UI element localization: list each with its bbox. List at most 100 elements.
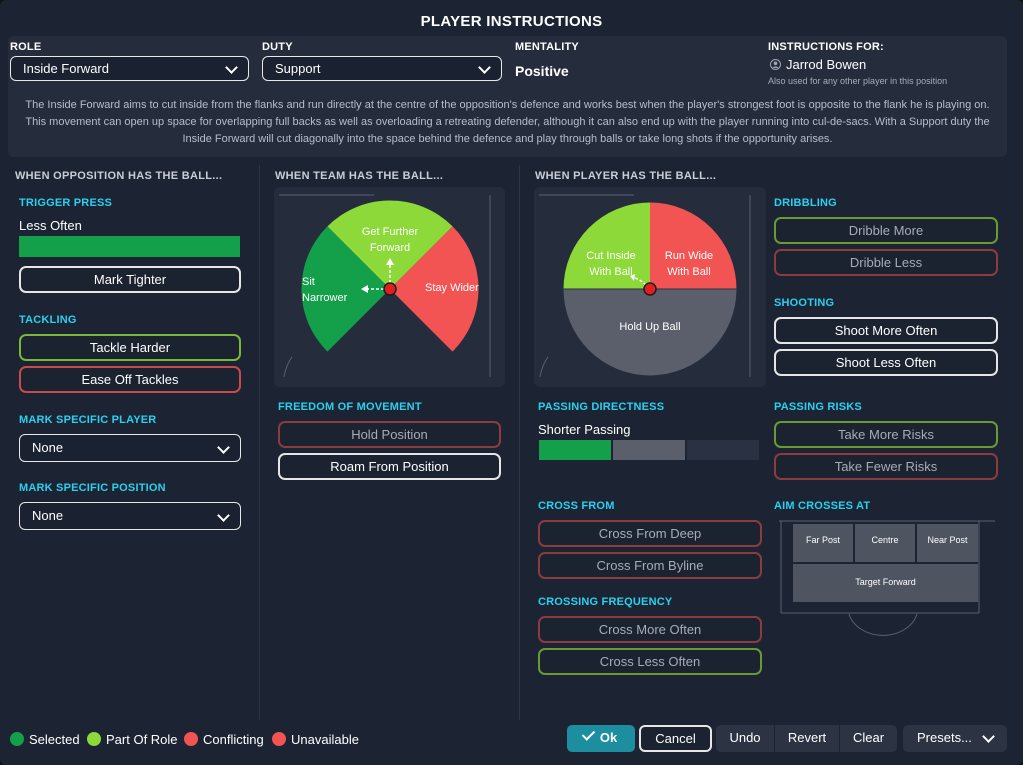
stay-wider-label: Stay Wider [425, 282, 479, 294]
dribble-more-button[interactable]: Dribble More [774, 217, 998, 244]
role-label: ROLE [10, 41, 42, 53]
player-marker [383, 282, 397, 296]
trigger-press-label: TRIGGER PRESS [19, 197, 113, 209]
target-forward-target[interactable]: Target Forward [793, 564, 978, 602]
take-fewer-risks-button[interactable]: Take Fewer Risks [774, 453, 998, 480]
dribbling-label: DRIBBLING [774, 197, 837, 209]
arrow-up-icon [386, 258, 394, 265]
movement-pitch-panel: Get Further Forward Sit Narrower Stay Wi… [274, 187, 505, 387]
player-heading: WHEN PLAYER HAS THE BALL... [535, 170, 717, 182]
presets-dropdown[interactable]: Presets... [903, 725, 1007, 752]
cancel-button[interactable]: Cancel [639, 725, 712, 752]
hold-up-ball-zone[interactable] [563, 289, 737, 376]
hold-position-button[interactable]: Hold Position [278, 421, 501, 448]
ok-button[interactable]: Ok [567, 725, 635, 752]
mark-position-value: None [32, 508, 64, 523]
mentality-value: Positive [515, 63, 569, 79]
legend-part-of-role: Part Of Role [87, 732, 178, 747]
player-row[interactable]: Jarrod Bowen [770, 57, 866, 72]
chevron-down-icon [217, 509, 230, 522]
red-dot-icon [272, 732, 286, 746]
mark-player-value: None [32, 440, 64, 455]
freedom-of-movement-label: FREEDOM OF MOVEMENT [278, 401, 422, 413]
get-further-forward-label: Get Further Forward [361, 226, 419, 254]
legend-selected: Selected [10, 732, 80, 747]
chevron-down-icon [217, 441, 230, 454]
role-description: The Inside Forward aims to cut inside fr… [25, 99, 990, 145]
check-icon [581, 727, 596, 741]
chevron-down-icon [982, 730, 995, 743]
undo-button[interactable]: Undo [716, 725, 774, 752]
trigger-press-slider[interactable] [19, 236, 240, 257]
team-heading: WHEN TEAM HAS THE BALL... [275, 170, 444, 182]
legend-unavailable-label: Unavailable [291, 732, 359, 747]
get-further-forward-zone[interactable] [327, 200, 453, 289]
role-value: Inside Forward [23, 61, 109, 76]
duty-select[interactable]: Support [262, 56, 502, 81]
person-icon [770, 59, 781, 70]
cross-from-byline-button[interactable]: Cross From Byline [538, 552, 762, 579]
shooting-label: SHOOTING [774, 297, 835, 309]
mark-specific-position-select[interactable]: None [19, 502, 241, 530]
legend-unavailable: Unavailable [272, 732, 359, 747]
movement-pitch [279, 194, 491, 378]
mentality-label: MENTALITY [515, 41, 579, 53]
run-wide-zone[interactable] [650, 202, 737, 290]
shoot-less-often-button[interactable]: Shoot Less Often [774, 349, 998, 376]
ease-off-tackles-button[interactable]: Ease Off Tackles [19, 366, 241, 393]
dialog-title: PLAYER INSTRUCTIONS [420, 13, 603, 30]
green-dot-icon [10, 732, 24, 746]
passing-directness-label: PASSING DIRECTNESS [538, 401, 665, 413]
player-marker [643, 282, 657, 296]
column-divider [259, 165, 260, 720]
mark-specific-position-label: MARK SPECIFIC POSITION [19, 482, 166, 494]
red-dot-icon [184, 732, 198, 746]
near-post-target[interactable]: Near Post [917, 524, 978, 562]
slider-segment [613, 440, 685, 460]
penalty-area-lines [779, 520, 995, 636]
cross-more-often-button[interactable]: Cross More Often [538, 616, 762, 643]
role-select[interactable]: Inside Forward [10, 56, 249, 81]
stay-wider-zone[interactable] [390, 226, 479, 352]
player-ball-pitch [539, 194, 751, 378]
chevron-down-icon [225, 61, 238, 74]
arrow-left-icon [361, 285, 368, 293]
aim-crosses-pitch: Far Post Centre Near Post Target Forward [779, 519, 995, 639]
mark-tighter-button[interactable]: Mark Tighter [19, 266, 241, 293]
sit-narrower-zone[interactable] [301, 226, 390, 352]
slider-segment [539, 440, 611, 460]
duty-label: DUTY [262, 41, 293, 53]
legend-conflicting: Conflicting [184, 732, 264, 747]
opposition-heading: WHEN OPPOSITION HAS THE BALL... [15, 170, 223, 182]
cross-less-often-button[interactable]: Cross Less Often [538, 648, 762, 675]
sit-narrower-label: Sit Narrower [302, 276, 348, 304]
mark-specific-player-label: MARK SPECIFIC PLAYER [19, 414, 157, 426]
ok-label: Ok [599, 730, 618, 745]
legend-selected-label: Selected [29, 732, 80, 747]
slider-segment [687, 440, 759, 460]
cut-inside-zone[interactable] [563, 202, 651, 290]
light-green-dot-icon [87, 732, 101, 746]
far-post-target[interactable]: Far Post [793, 524, 853, 562]
run-wide-label: Run Wide With Ball [664, 250, 714, 278]
instructions-for-label: INSTRUCTIONS FOR: [768, 41, 884, 53]
legend-conflicting-label: Conflicting [203, 732, 264, 747]
passing-directness-value: Shorter Passing [538, 422, 631, 437]
header-panel: ROLE Inside Forward DUTY Support MENTALI… [8, 36, 1007, 157]
passing-risks-label: PASSING RISKS [774, 401, 862, 413]
roam-from-position-button[interactable]: Roam From Position [278, 453, 501, 480]
revert-button[interactable]: Revert [775, 725, 839, 752]
centre-target[interactable]: Centre [855, 524, 915, 562]
shoot-more-often-button[interactable]: Shoot More Often [774, 317, 998, 344]
trigger-press-value: Less Often [19, 218, 82, 233]
take-more-risks-button[interactable]: Take More Risks [774, 421, 998, 448]
dribble-less-button[interactable]: Dribble Less [774, 249, 998, 276]
mark-specific-player-select[interactable]: None [19, 434, 241, 462]
tackle-harder-button[interactable]: Tackle Harder [19, 334, 241, 361]
duty-value: Support [275, 61, 321, 76]
clear-button[interactable]: Clear [840, 725, 897, 752]
cross-from-deep-button[interactable]: Cross From Deep [538, 520, 762, 547]
passing-directness-slider[interactable] [538, 439, 759, 461]
cut-inside-label: Cut Inside With Ball [586, 250, 636, 278]
